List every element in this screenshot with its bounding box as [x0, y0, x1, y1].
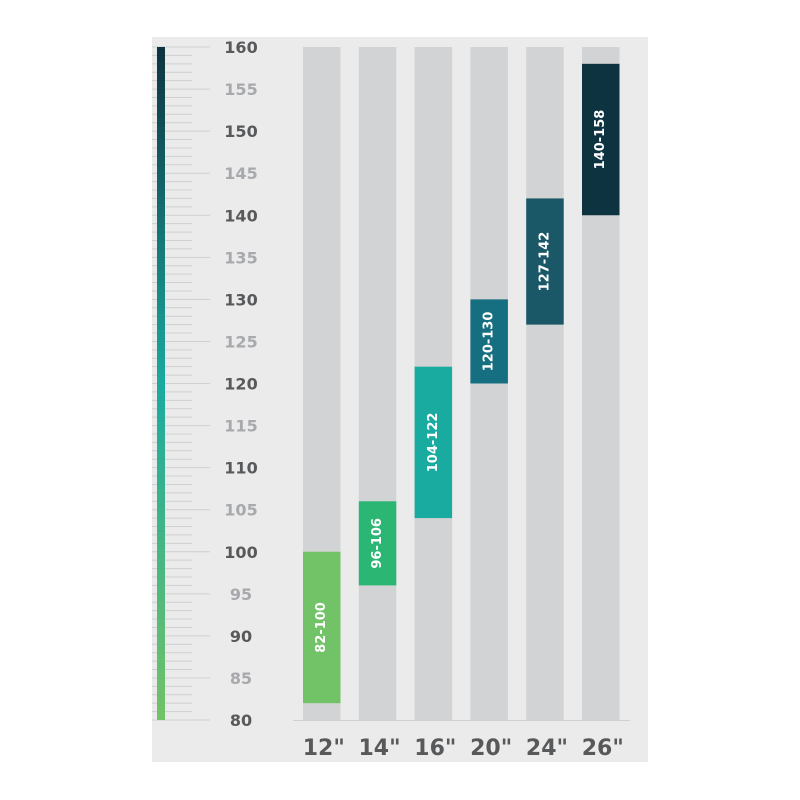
category-label: 26" — [582, 736, 624, 761]
y-tick-label: 90 — [230, 627, 252, 646]
y-tick-label: 150 — [224, 122, 257, 141]
y-tick-label: 80 — [230, 711, 252, 730]
y-tick-label: 115 — [224, 417, 257, 436]
y-tick-label: 125 — [224, 332, 257, 351]
range-bar — [470, 299, 508, 384]
range-label: 140-158 — [593, 110, 608, 170]
category-label: 20" — [470, 736, 512, 761]
chart-panel — [152, 37, 648, 762]
range-label: 127-142 — [537, 232, 552, 292]
range-bar — [582, 63, 620, 216]
range-label: 82-100 — [314, 602, 329, 653]
category-label: 14" — [359, 736, 401, 761]
range-bar — [358, 501, 397, 586]
range-bar — [414, 366, 453, 519]
y-tick-label: 135 — [224, 248, 257, 267]
y-tick-label: 120 — [224, 375, 257, 394]
category-label: 24" — [526, 736, 568, 761]
category-label: 16" — [414, 736, 456, 761]
range-label: 120-130 — [482, 312, 497, 372]
range-label: 96-106 — [370, 518, 385, 569]
y-tick-label: 140 — [224, 206, 257, 225]
y-tick-label: 145 — [224, 164, 257, 183]
y-tick-label: 155 — [224, 80, 257, 99]
y-tick-label: 95 — [230, 585, 252, 604]
range-bar — [526, 198, 564, 325]
y-tick-label: 110 — [224, 459, 257, 478]
y-tick-label: 130 — [224, 290, 257, 309]
column-track — [526, 47, 564, 720]
y-tick-label: 105 — [224, 501, 257, 520]
y-tick-label: 100 — [224, 543, 257, 562]
y-tick-label: 85 — [230, 669, 252, 688]
scale-gradient-bar — [157, 47, 165, 720]
column-track — [358, 47, 397, 720]
range-bar — [303, 551, 341, 704]
category-label: 12" — [303, 736, 345, 761]
range-label: 104-122 — [426, 413, 441, 473]
y-tick-label: 160 — [224, 38, 257, 57]
